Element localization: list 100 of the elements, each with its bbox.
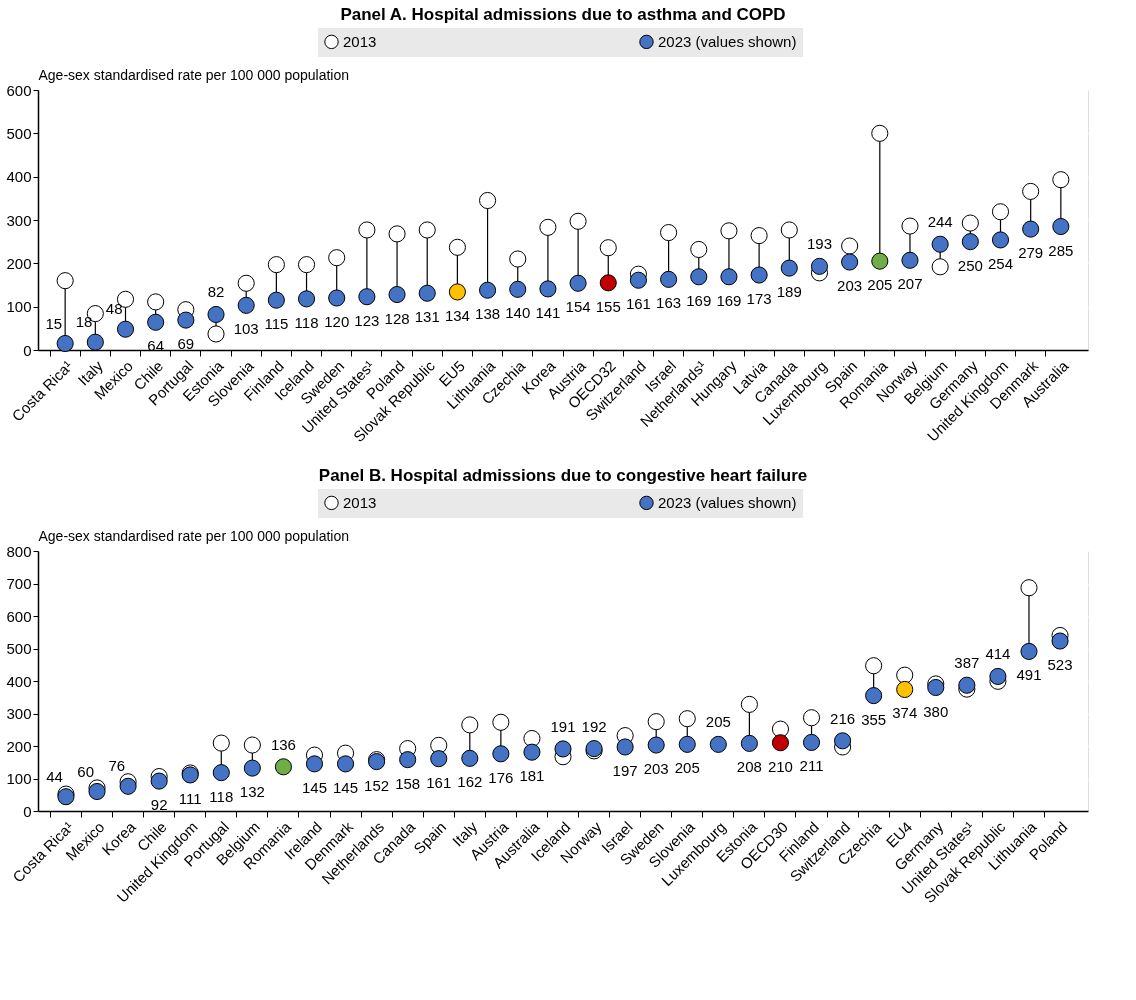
point (709, 735, 727, 753)
y-tick-label: 200 (6, 737, 32, 755)
point (86, 333, 104, 351)
point (523, 743, 541, 761)
point (780, 259, 798, 277)
point (1052, 171, 1070, 189)
point (802, 733, 821, 751)
legend-label: 2023 (values shown) (658, 493, 797, 511)
point (660, 270, 678, 288)
point (1022, 220, 1040, 238)
y-tick-label: 400 (6, 168, 32, 186)
data-label: 197 (612, 761, 638, 779)
point (207, 305, 225, 324)
data-label: 205 (674, 759, 700, 777)
point (958, 676, 976, 694)
data-label: 82 (207, 283, 225, 301)
point (492, 713, 510, 731)
data-label: 141 (535, 303, 561, 321)
data-label: 250 (957, 256, 983, 274)
data-label: 208 (736, 758, 762, 776)
data-label: 203 (837, 277, 863, 295)
point (931, 258, 949, 276)
point (207, 325, 225, 343)
point (147, 313, 165, 331)
point (616, 738, 634, 756)
point (720, 222, 738, 240)
point (243, 736, 261, 754)
data-label: 158 (395, 774, 421, 792)
point (841, 237, 859, 255)
data-label: 123 (354, 311, 380, 329)
point (927, 678, 945, 697)
point (212, 734, 230, 752)
point (569, 274, 587, 292)
point (305, 755, 324, 773)
data-label: 191 (550, 717, 576, 735)
point (328, 249, 346, 267)
y-tick-label: 200 (6, 254, 32, 272)
data-label: 18 (75, 313, 93, 331)
data-label: 136 (270, 735, 296, 753)
point (771, 720, 790, 738)
point (690, 240, 708, 259)
data-label: 387 (954, 654, 980, 672)
point (297, 290, 316, 308)
y-axis-title: Age-sex standardised rate per 100 000 population (38, 66, 350, 83)
point (418, 221, 436, 239)
point (740, 695, 758, 713)
data-label: 163 (656, 294, 682, 312)
data-label: 111 (178, 789, 202, 807)
y-tick-label: 400 (6, 672, 32, 690)
point (802, 709, 821, 727)
legend-label: 2013 (343, 32, 377, 50)
point (267, 291, 285, 309)
point (901, 251, 919, 269)
y-tick-label: 700 (6, 575, 32, 592)
data-label: 15 (45, 314, 63, 332)
point (509, 250, 527, 268)
point (865, 657, 883, 675)
point (1020, 642, 1038, 660)
data-label: 523 (1047, 656, 1073, 674)
data-label: 374 (892, 704, 918, 722)
point (871, 252, 889, 270)
data-label: 138 (475, 305, 501, 323)
point (243, 759, 261, 777)
data-label: 244 (927, 213, 953, 231)
y-tick-label: 500 (6, 640, 32, 657)
data-label: 145 (301, 778, 327, 796)
legend-label: 2023 (values shown) (658, 32, 797, 50)
point (297, 256, 316, 274)
point (150, 772, 168, 790)
chart-title: Panel B. Hospital admissions due to congestive heart failure (318, 466, 808, 485)
point (212, 764, 230, 782)
point (388, 285, 406, 304)
point (56, 272, 74, 290)
point (647, 713, 665, 731)
point (771, 734, 790, 752)
y-tick-label: 500 (6, 124, 32, 142)
point (961, 233, 979, 251)
point (147, 293, 165, 311)
legend-label: 2013 (343, 493, 377, 511)
data-label: 205 (705, 713, 731, 731)
point (871, 124, 889, 142)
data-label: 285 (1048, 241, 1074, 259)
point (418, 284, 436, 302)
point (448, 238, 466, 256)
data-label: 162 (457, 773, 483, 791)
point (660, 224, 678, 242)
point (931, 235, 949, 253)
point (328, 289, 346, 307)
point (399, 751, 417, 769)
data-label: 203 (643, 760, 669, 778)
data-label: 169 (686, 291, 712, 309)
data-label: 176 (488, 768, 514, 786)
data-label: 120 (324, 313, 350, 330)
point (539, 280, 557, 298)
point (750, 227, 768, 245)
point (388, 225, 406, 243)
data-label: 134 (444, 306, 470, 324)
data-label: 92 (150, 796, 168, 814)
point (961, 214, 979, 232)
data-label: 132 (239, 783, 265, 801)
